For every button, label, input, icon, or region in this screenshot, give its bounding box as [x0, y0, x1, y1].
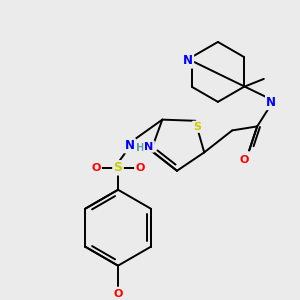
Text: O: O: [113, 289, 123, 298]
Text: S: S: [113, 161, 122, 174]
Text: O: O: [239, 155, 249, 165]
Text: N: N: [145, 142, 154, 152]
Text: N: N: [266, 96, 276, 109]
Text: O: O: [135, 163, 145, 173]
Text: N: N: [183, 54, 193, 68]
Text: H: H: [136, 143, 144, 153]
Text: N: N: [125, 139, 135, 152]
Text: S: S: [193, 122, 201, 132]
Text: O: O: [92, 163, 101, 173]
